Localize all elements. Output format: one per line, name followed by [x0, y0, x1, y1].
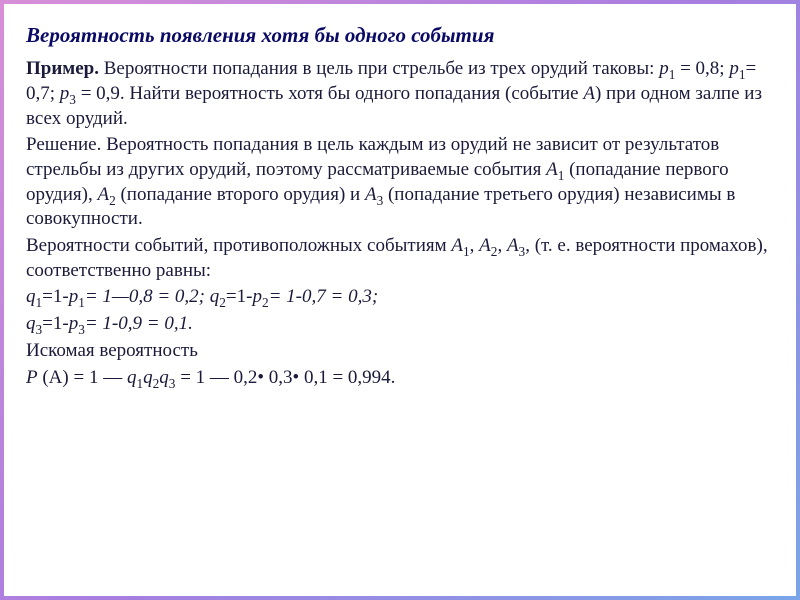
- q2-rest: = 1-0,7 = 0,3;: [269, 286, 379, 307]
- A2-sub: 2: [109, 193, 116, 208]
- example-label: Пример.: [26, 58, 99, 79]
- q2-sub: 2: [219, 295, 226, 310]
- q3p: p: [69, 313, 79, 334]
- sought-label: Искомая вероятность: [26, 340, 198, 361]
- var-p2: р: [729, 58, 739, 79]
- q2p: p: [252, 286, 262, 307]
- solution-label: Решение.: [26, 134, 106, 155]
- slide-content: Вероятность появления хотя бы одного соб…: [4, 4, 796, 596]
- q2: q: [210, 286, 220, 307]
- solution-paragraph: Решение. Вероятность попадания в цель ка…: [26, 133, 774, 232]
- var-A1: А: [546, 159, 558, 180]
- q3-rest: = 1-0,9 = 0,1.: [85, 313, 193, 334]
- q2-eq: =1-: [226, 286, 253, 307]
- var-A2: А: [97, 184, 109, 205]
- q3-line: q3=1-p3= 1-0,9 = 0,1.: [26, 312, 774, 337]
- comma1: ,: [470, 235, 480, 256]
- opp-A3: А: [507, 235, 519, 256]
- q1p: p: [69, 286, 79, 307]
- q1p-sub: 1: [78, 295, 85, 310]
- var-p1: р: [659, 58, 669, 79]
- event-A: А: [583, 83, 595, 104]
- var-A3: А: [365, 184, 377, 205]
- Peq: = 1 —: [69, 367, 127, 388]
- example-text: Вероятности попадания в цель при стрельб…: [99, 58, 659, 79]
- sought-label-line: Искомая вероятность: [26, 339, 774, 364]
- q1-eq: =1-: [42, 286, 69, 307]
- A2-desc: (попадание второго орудия) и: [116, 184, 365, 205]
- comma2: ,: [497, 235, 507, 256]
- p1-val: = 0,8;: [675, 58, 729, 79]
- final: = 1 — 0,2• 0,3• 0,1 = 0,994.: [175, 367, 395, 388]
- q1-q2-line: q1=1-p1= 1—0,8 = 0,2; q2=1-p2= 1-0,7 = 0…: [26, 285, 774, 310]
- fq2: q: [143, 367, 153, 388]
- p3-val: = 0,9. Найти вероятность хотя бы одного …: [76, 83, 583, 104]
- var-p3: р: [60, 83, 70, 104]
- q3-eq: =1-: [42, 313, 69, 334]
- opposite-events-paragraph: Вероятности событий, противоположных соб…: [26, 234, 774, 283]
- q2p-sub: 2: [262, 295, 269, 310]
- PA: (А): [42, 367, 68, 388]
- fq3: q: [159, 367, 169, 388]
- opp-intro: Вероятности событий, противоположных соб…: [26, 235, 451, 256]
- opp-A1: А: [451, 235, 463, 256]
- q3p-sub: 3: [78, 322, 85, 337]
- p3-sub: 3: [69, 92, 76, 107]
- q3: q: [26, 313, 36, 334]
- P: Р: [26, 367, 42, 388]
- q1: q: [26, 286, 36, 307]
- p2-sub: 1: [739, 67, 746, 82]
- result-line: Р (А) = 1 — q1q2q3 = 1 — 0,2• 0,3• 0,1 =…: [26, 366, 774, 391]
- opp-A1-sub: 1: [463, 244, 470, 259]
- q1-rest: = 1—0,8 = 0,2;: [85, 286, 210, 307]
- slide-border: Вероятность появления хотя бы одного соб…: [0, 0, 800, 600]
- section-heading: Вероятность появления хотя бы одного соб…: [26, 22, 774, 49]
- opp-A2: А: [479, 235, 491, 256]
- example-paragraph: Пример. Вероятности попадания в цель при…: [26, 57, 774, 131]
